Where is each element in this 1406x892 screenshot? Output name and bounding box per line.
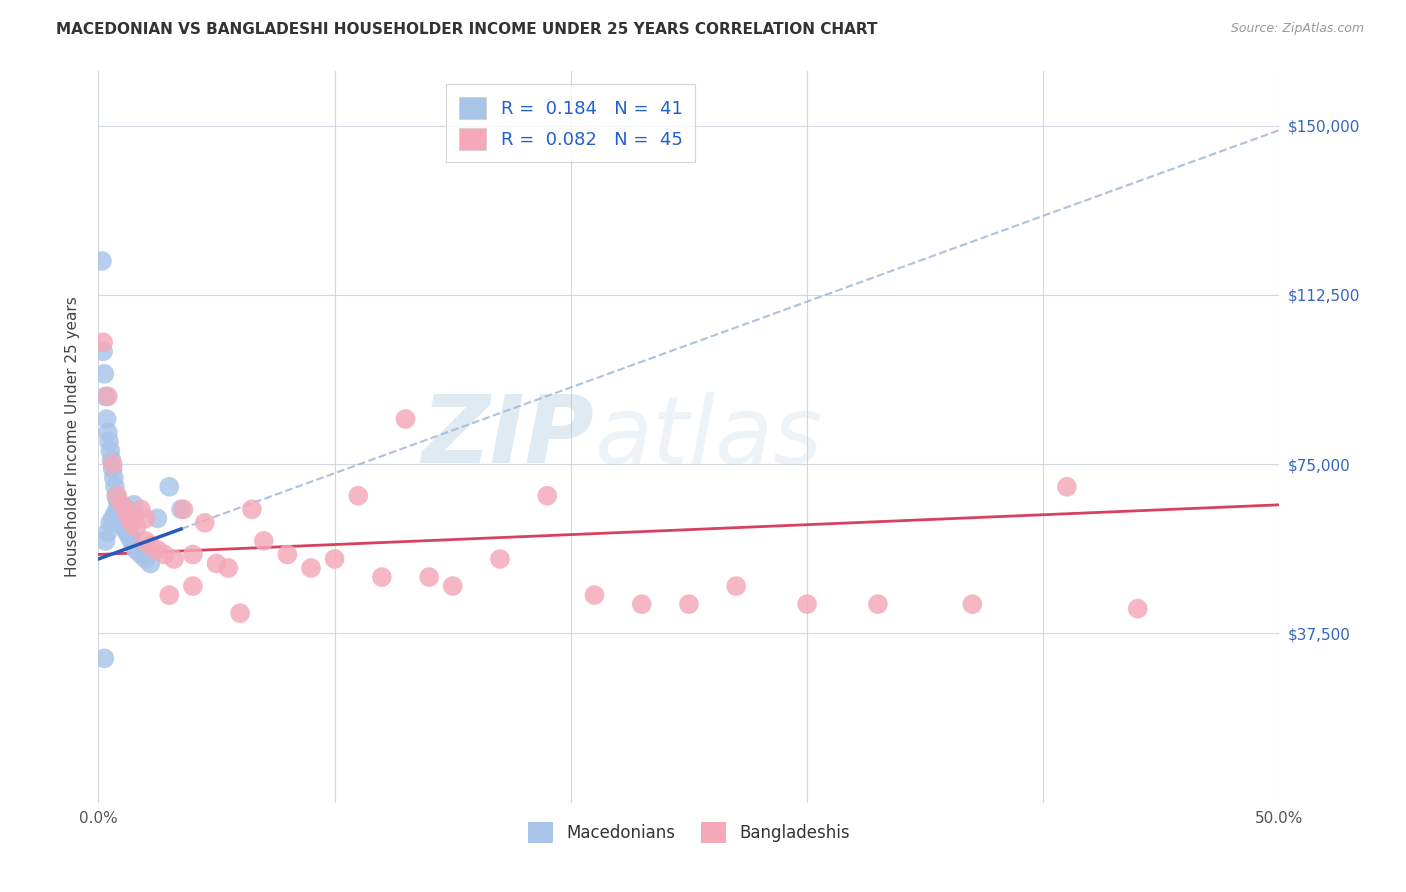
Legend: Macedonians, Bangladeshis: Macedonians, Bangladeshis <box>522 815 856 849</box>
Point <box>146 543 169 558</box>
Point <box>98 434 121 449</box>
Point <box>157 588 180 602</box>
Point <box>962 597 984 611</box>
Point <box>93 367 115 381</box>
Text: atlas: atlas <box>595 392 823 483</box>
Point <box>347 489 370 503</box>
Point <box>276 548 298 562</box>
Point <box>299 561 322 575</box>
Point <box>98 443 121 458</box>
Point <box>115 502 138 516</box>
Point <box>866 597 889 611</box>
Point <box>110 511 132 525</box>
Point <box>91 344 114 359</box>
Point <box>121 533 143 548</box>
Text: Source: ZipAtlas.com: Source: ZipAtlas.com <box>1230 22 1364 36</box>
Text: ZIP: ZIP <box>422 391 595 483</box>
Point <box>115 507 138 521</box>
Point <box>418 570 440 584</box>
Point <box>101 457 124 471</box>
Point <box>394 412 416 426</box>
Point <box>107 502 129 516</box>
Point <box>135 533 157 548</box>
Point <box>97 524 120 539</box>
Point <box>240 502 263 516</box>
Point <box>121 516 143 530</box>
Point <box>105 489 128 503</box>
Point <box>135 552 157 566</box>
Point <box>122 498 145 512</box>
Point <box>253 533 276 548</box>
Point <box>441 579 464 593</box>
Point <box>101 461 124 475</box>
Point <box>630 597 652 611</box>
Point <box>129 502 152 516</box>
Point <box>100 452 122 467</box>
Point <box>229 606 252 620</box>
Point <box>105 502 128 516</box>
Point <box>93 651 115 665</box>
Point <box>1126 601 1149 615</box>
Point <box>96 412 118 426</box>
Point <box>105 489 128 503</box>
Point <box>205 557 228 571</box>
Point <box>115 524 138 539</box>
Point <box>170 502 193 516</box>
Point <box>129 548 152 562</box>
Point <box>135 543 157 558</box>
Point <box>181 548 204 562</box>
Point <box>157 480 180 494</box>
Text: MACEDONIAN VS BANGLADESHI HOUSEHOLDER INCOME UNDER 25 YEARS CORRELATION CHART: MACEDONIAN VS BANGLADESHI HOUSEHOLDER IN… <box>56 22 877 37</box>
Point <box>94 533 117 548</box>
Point <box>125 543 148 558</box>
Point <box>111 511 134 525</box>
Point <box>112 520 135 534</box>
Point <box>163 552 186 566</box>
Point <box>122 511 145 525</box>
Point <box>98 516 121 530</box>
Y-axis label: Householder Income Under 25 years: Householder Income Under 25 years <box>65 297 80 577</box>
Point <box>725 579 748 593</box>
Point <box>103 471 125 485</box>
Point <box>125 520 148 534</box>
Point <box>489 552 512 566</box>
Point <box>194 516 217 530</box>
Point <box>323 552 346 566</box>
Point <box>111 516 134 530</box>
Point <box>796 597 818 611</box>
Point <box>146 511 169 525</box>
Point <box>172 502 194 516</box>
Point <box>91 254 114 268</box>
Point <box>1056 480 1078 494</box>
Point <box>181 579 204 593</box>
Point <box>104 507 127 521</box>
Point <box>94 389 117 403</box>
Point <box>217 561 239 575</box>
Point <box>105 493 128 508</box>
Point <box>583 588 606 602</box>
Point <box>536 489 558 503</box>
Point <box>111 498 134 512</box>
Point <box>118 529 141 543</box>
Point <box>139 538 162 552</box>
Point <box>678 597 700 611</box>
Point <box>91 335 114 350</box>
Point <box>153 548 176 562</box>
Point <box>97 425 120 440</box>
Point <box>122 538 145 552</box>
Point <box>101 511 124 525</box>
Point <box>139 557 162 571</box>
Point <box>104 480 127 494</box>
Point <box>371 570 394 584</box>
Point <box>135 511 157 525</box>
Point <box>108 507 131 521</box>
Point <box>97 389 120 403</box>
